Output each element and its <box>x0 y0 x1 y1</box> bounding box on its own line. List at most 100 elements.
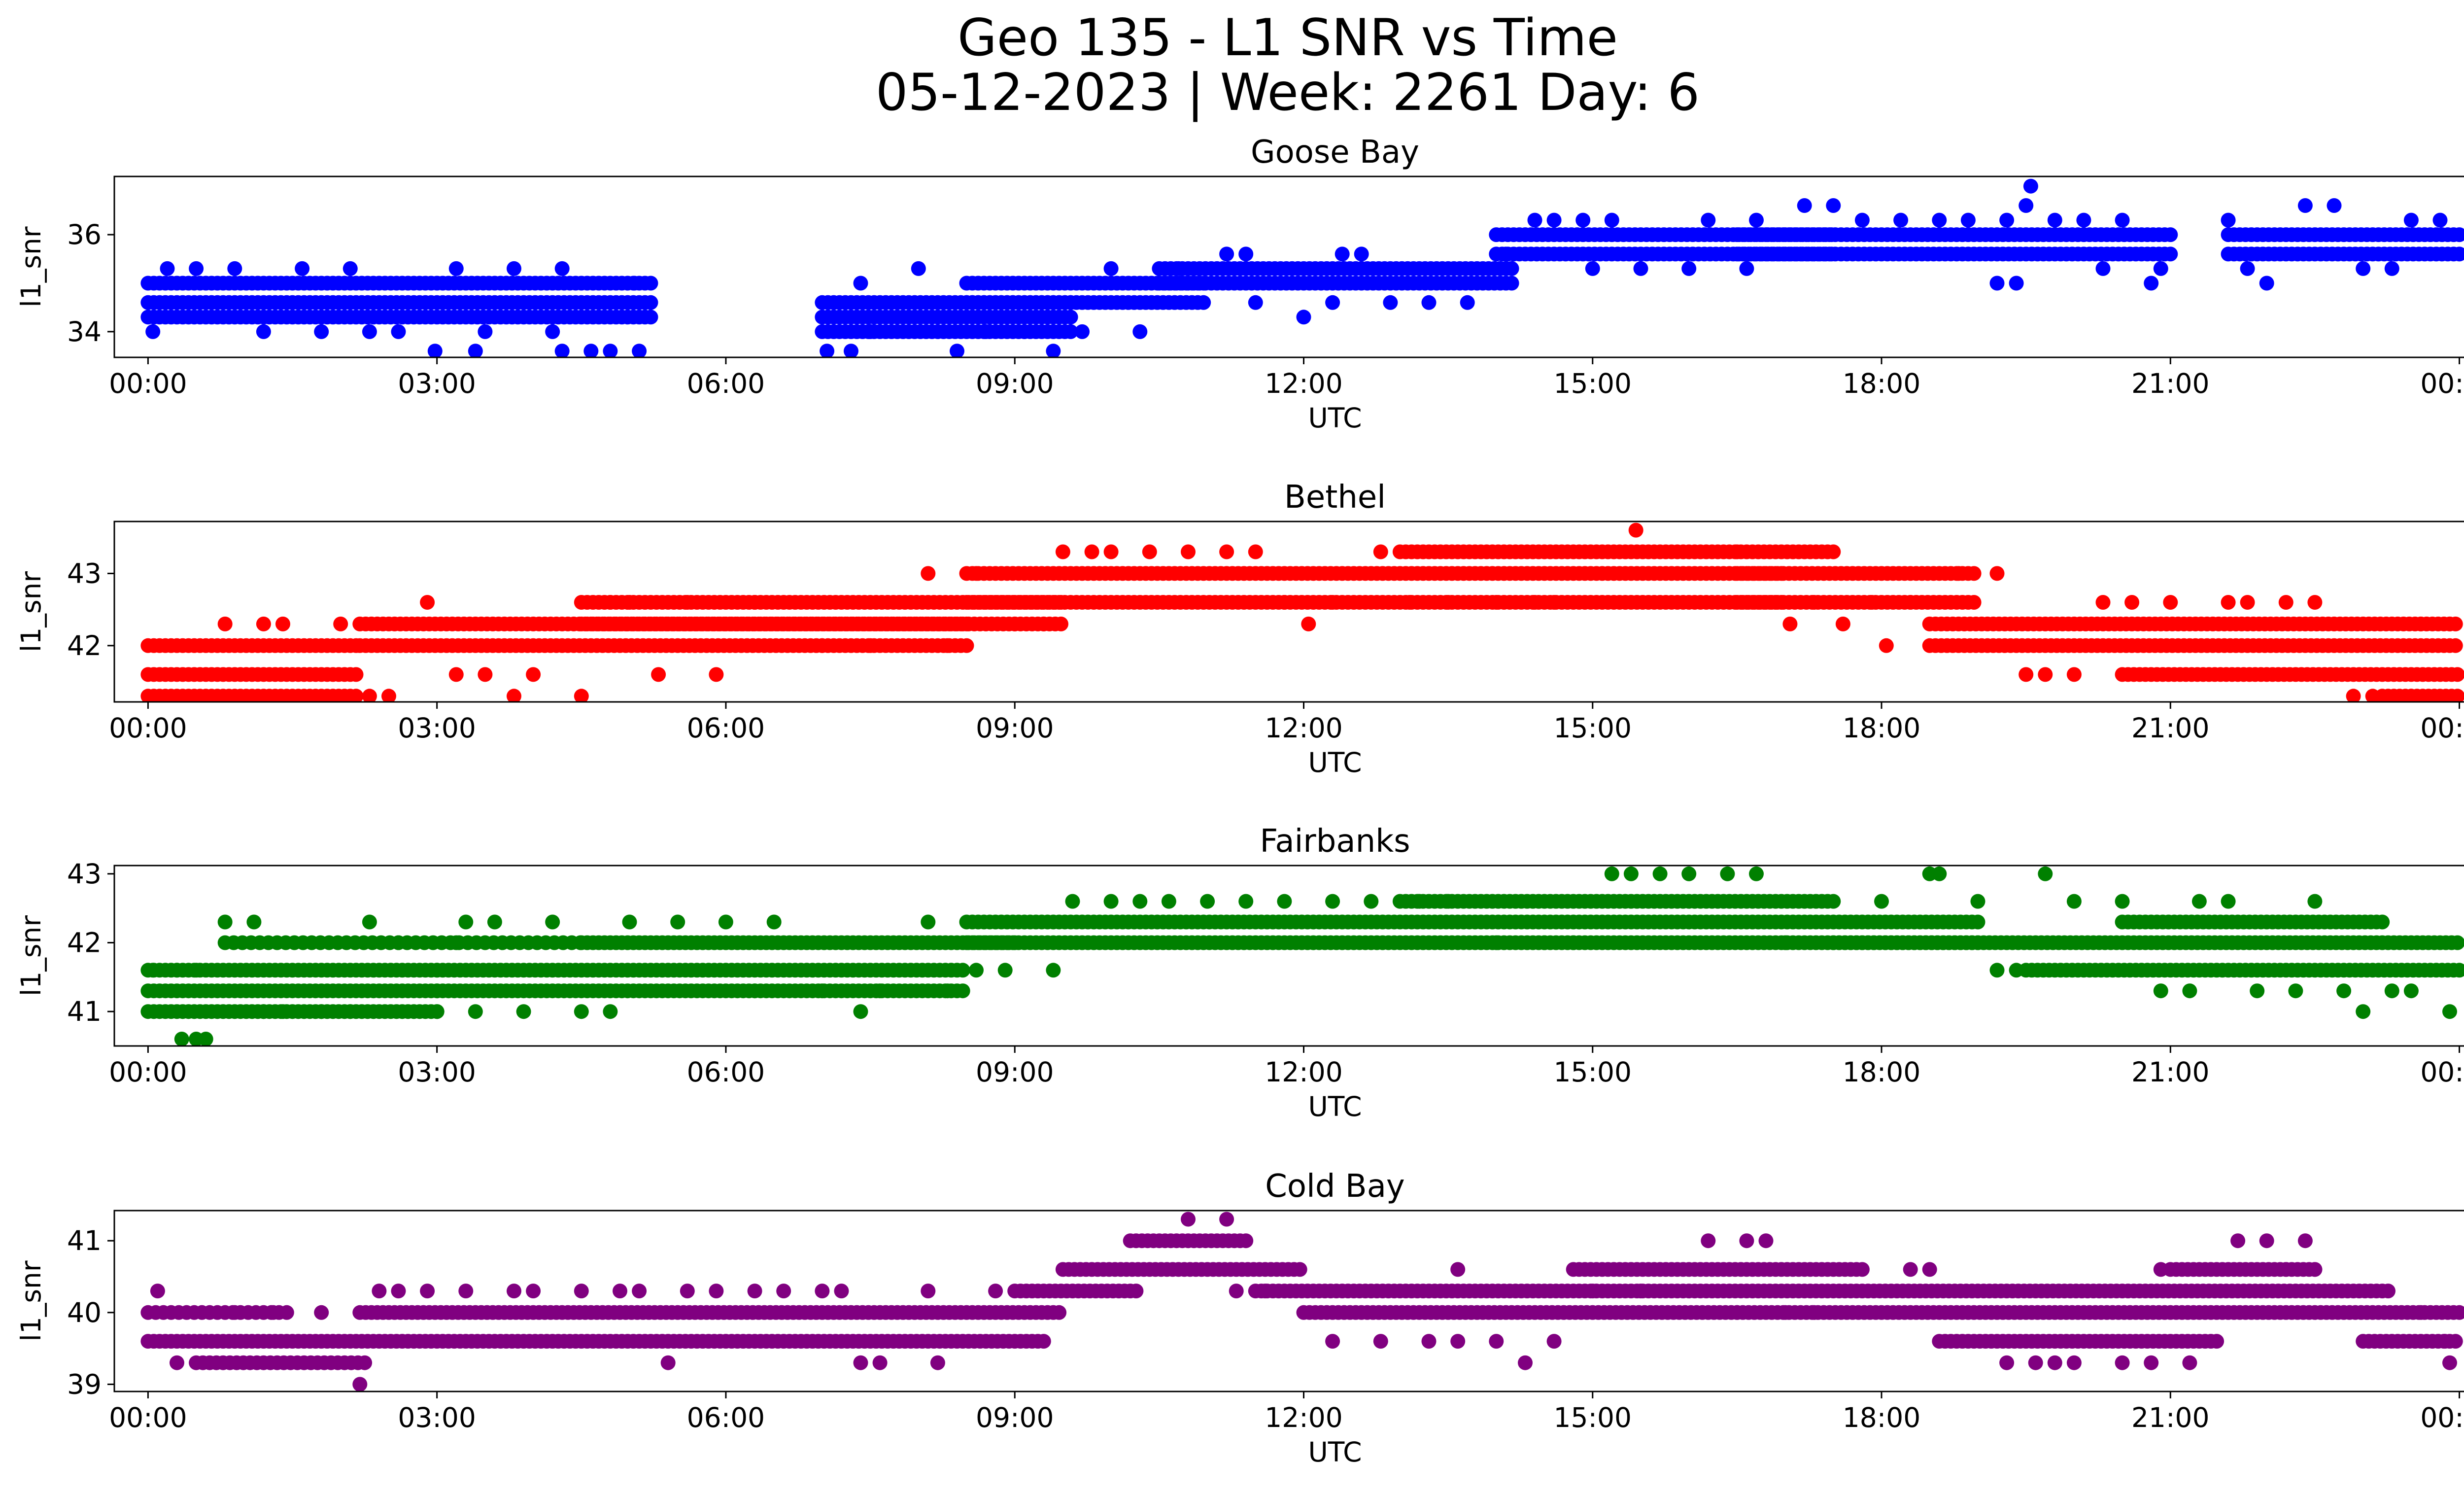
data-point <box>1922 1262 1937 1277</box>
data-point <box>2307 595 2323 610</box>
data-point <box>2095 261 2111 276</box>
data-point <box>2240 261 2255 276</box>
x-tick-label: 15:00 <box>1554 368 1632 399</box>
data-points <box>140 178 2464 357</box>
y-tick-label: 43 <box>67 858 102 890</box>
data-point <box>1450 1334 1466 1349</box>
data-point <box>747 983 762 999</box>
data-point <box>2115 212 2130 228</box>
data-point <box>1778 935 1793 950</box>
data-point <box>643 295 658 310</box>
data-point <box>2115 1355 2130 1370</box>
data-point <box>1325 595 1340 610</box>
data-point <box>1826 894 1841 909</box>
data-point <box>766 914 782 930</box>
data-point <box>217 616 233 631</box>
data-point <box>256 324 271 339</box>
data-point <box>955 963 970 978</box>
data-point <box>2278 595 2293 610</box>
data-point <box>1277 595 1292 610</box>
data-point <box>1527 595 1542 610</box>
data-point <box>1720 866 1735 881</box>
data-point <box>2221 595 2236 610</box>
data-point <box>1412 894 1427 909</box>
data-point <box>1129 1284 1144 1299</box>
data-point <box>1296 310 1311 325</box>
data-point <box>2250 983 2265 999</box>
data-point <box>1335 246 1350 262</box>
data-point <box>680 595 695 610</box>
data-point <box>651 667 666 682</box>
data-point <box>583 344 599 357</box>
data-point <box>1161 894 1176 909</box>
data-point <box>1248 295 1263 310</box>
data-point <box>921 1284 936 1299</box>
x-tick-label: 18:00 <box>1843 712 1921 744</box>
data-point <box>1055 544 1070 559</box>
data-point <box>256 616 271 631</box>
x-tick-label: 21:00 <box>2131 712 2210 744</box>
data-point <box>747 595 762 610</box>
data-point <box>160 261 175 276</box>
data-point <box>507 689 521 702</box>
x-tick-label: 03:00 <box>398 368 476 399</box>
data-point <box>1879 638 1894 653</box>
data-point <box>2384 983 2399 999</box>
data-point <box>1498 246 1513 262</box>
x-tick-label: 21:00 <box>2131 368 2210 399</box>
data-point <box>680 1284 695 1299</box>
data-points <box>140 1212 2464 1391</box>
data-point <box>1835 616 1850 631</box>
data-point <box>2182 983 2197 999</box>
data-point <box>1989 963 2005 978</box>
data-point <box>2182 1355 2197 1370</box>
data-point <box>2144 1355 2159 1370</box>
x-tick-label: 00:00 <box>109 368 187 399</box>
data-point <box>1440 595 1456 610</box>
data-point <box>554 344 570 357</box>
data-point <box>2038 667 2053 682</box>
data-point <box>314 1305 329 1320</box>
data-point <box>526 1284 541 1299</box>
data-point <box>2327 198 2342 213</box>
data-point <box>1440 894 1456 909</box>
data-point <box>603 1004 618 1019</box>
axes-frame <box>113 865 2464 1047</box>
data-point <box>314 1004 329 1019</box>
data-point <box>660 1355 676 1370</box>
data-point <box>1402 595 1417 610</box>
data-point <box>718 914 733 930</box>
data-point <box>2381 1284 2396 1299</box>
data-point <box>507 1284 521 1299</box>
data-point <box>357 1355 373 1370</box>
data-point <box>1063 310 1078 325</box>
data-point <box>342 261 358 276</box>
y-tick-label: 34 <box>67 316 102 348</box>
data-point <box>342 1004 358 1019</box>
data-point <box>448 261 464 276</box>
data-point <box>1893 212 1909 228</box>
x-tick-label: 09:00 <box>976 712 1054 744</box>
data-point <box>2047 1355 2062 1370</box>
data-point <box>1364 894 1379 909</box>
x-tick-label: 00:00 <box>2420 1056 2464 1088</box>
data-point <box>1989 566 2005 581</box>
data-point <box>1103 894 1119 909</box>
data-point <box>198 1032 213 1046</box>
data-point <box>227 261 242 276</box>
data-point <box>1518 1355 1533 1370</box>
data-point <box>853 1004 868 1019</box>
data-point <box>2384 261 2399 276</box>
data-point <box>1749 212 1764 228</box>
data-point <box>174 1032 189 1046</box>
data-point <box>448 935 464 950</box>
data-point <box>1017 324 1032 339</box>
x-tick-label: 12:00 <box>1265 1402 1343 1433</box>
data-point <box>2403 689 2419 702</box>
data-point <box>1489 935 1504 950</box>
data-point <box>1036 616 1051 631</box>
data-point <box>1758 1233 1774 1249</box>
data-point <box>1421 1334 1437 1349</box>
data-point <box>1219 544 1234 559</box>
